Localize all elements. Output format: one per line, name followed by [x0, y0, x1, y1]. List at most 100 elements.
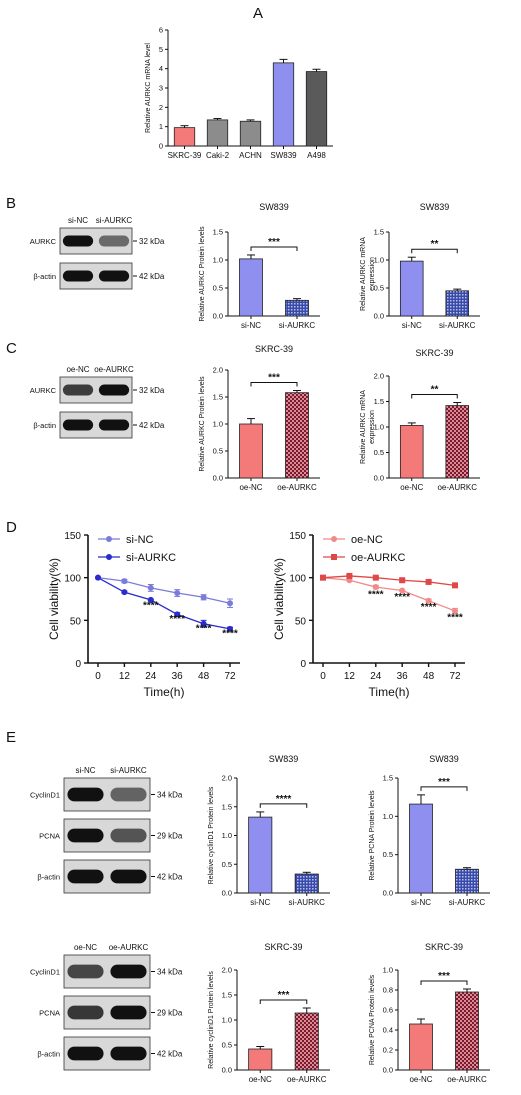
- y-tick-label: 0.5: [374, 448, 384, 457]
- y-tick-label: 0.0: [213, 312, 223, 321]
- chart-title: SKRC-39: [415, 348, 453, 358]
- y-axis-label: Relative PCNA Protein levels: [369, 790, 376, 881]
- panel-c-western-blot: oe-NC oe-AURKC AURKC 32 kDa β-actin 42 kDa: [30, 365, 165, 439]
- significance-bracket: [420, 980, 468, 985]
- data-point: [200, 620, 207, 627]
- blot-row-label: AURKC: [30, 237, 57, 246]
- kda-label: 32 kDa: [139, 386, 165, 395]
- y-axis-label: Relative AURKC mRNA level: [145, 43, 152, 133]
- blot-row-label: β-actin: [37, 873, 60, 882]
- y-tick-label: 150: [64, 531, 81, 542]
- significance-stars: ****: [143, 600, 159, 611]
- y-tick-label: 1.0: [383, 966, 393, 975]
- y-tick-label: 2: [159, 103, 163, 112]
- x-category-label: si-AURKC: [449, 898, 486, 907]
- panel-b-western-blot: si-NC si-AURKC AURKC 32 kDa β-actin 42 kDa: [30, 216, 165, 290]
- chart-title: SW839: [420, 202, 450, 212]
- kda-label: 29 kDa: [157, 1009, 183, 1018]
- x-category-label: oe-AURKC: [287, 1075, 327, 1084]
- significance-stars: ****: [222, 629, 238, 640]
- protein-band: [62, 235, 94, 247]
- y-tick-label: 0.0: [383, 1066, 393, 1075]
- y-tick-label: 1.5: [383, 774, 393, 783]
- y-tick-label: 0.4: [383, 1026, 393, 1035]
- kda-label: 34 kDa: [157, 791, 183, 800]
- kda-label: 32 kDa: [139, 237, 165, 246]
- bar-oe-aurkc: [455, 991, 479, 1071]
- kda-label: 42 kDa: [157, 1050, 183, 1059]
- panel-a-letter: A: [253, 5, 263, 22]
- y-tick-label: 0.5: [222, 1041, 232, 1050]
- x-category-label: SKRC-39: [168, 151, 202, 160]
- blot-row-label: CyclinD1: [30, 791, 60, 800]
- x-category-label: oe-NC: [400, 483, 423, 492]
- x-category-label: si-NC: [402, 321, 422, 330]
- panel-c-letter: C: [6, 340, 17, 357]
- chart-title: SW839: [429, 754, 459, 764]
- protein-band: [110, 1005, 147, 1020]
- y-tick-label: 0.0: [374, 312, 384, 321]
- data-point: [320, 574, 326, 581]
- significance-bracket: [411, 394, 458, 399]
- significance-stars: ***: [438, 777, 450, 788]
- bar-oe-aurkc: [285, 392, 309, 479]
- significance-stars: ***: [278, 990, 290, 1001]
- panel-a-bar-chart: 0 1 2 3 4 5 6 Relative AURKC mRNA level SKRC-39 C…: [145, 26, 333, 160]
- x-tick-label: 36: [397, 671, 409, 682]
- x-category-label: si-NC: [241, 321, 261, 330]
- y-tick-label: 0.5: [222, 860, 232, 869]
- blot-row-label: AURKC: [30, 386, 57, 395]
- y-tick-label: 0.8: [383, 986, 393, 995]
- protein-band: [67, 828, 104, 843]
- protein-band: [67, 869, 104, 884]
- data-point: [227, 625, 233, 632]
- significance-stars: ****: [276, 794, 292, 805]
- protein-band: [110, 1046, 147, 1061]
- protein-band: [110, 787, 147, 802]
- y-tick-label: 0: [300, 659, 306, 670]
- significance-stars: ****: [368, 589, 384, 600]
- significance-stars: ***: [268, 237, 280, 248]
- lane-label: si-AURKC: [96, 216, 133, 225]
- bar-si-nc: [239, 258, 263, 317]
- lane-label: oe-AURKC: [94, 365, 134, 374]
- y-axis-label: Relative cyclinD1 Protein levels: [208, 971, 215, 1069]
- y-tick-label: 1.0: [222, 1016, 232, 1025]
- y-tick-label: 3: [159, 84, 163, 93]
- y-tick-label: 0.0: [383, 889, 393, 898]
- y-axis-label-line: expression: [369, 410, 376, 444]
- panel-b-letter: B: [6, 195, 16, 212]
- y-tick-label: 1.0: [222, 831, 232, 840]
- x-tick-label: 36: [172, 671, 184, 682]
- x-tick-label: 72: [449, 671, 461, 682]
- y-tick-label: 1: [159, 122, 163, 131]
- y-tick-label: 0.2: [383, 1046, 393, 1055]
- protein-band: [98, 235, 130, 247]
- panel-e-oe-western-blot: oe-NC oe-AURKC CyclinD1 34 kDa PCNA 29 kDa β-a…: [30, 943, 183, 1071]
- series-line: [322, 577, 456, 612]
- x-category-label: oe-NC: [409, 1075, 432, 1084]
- significance-stars: **: [431, 385, 439, 396]
- y-tick-label: 1.0: [213, 420, 223, 429]
- x-axis-label: Time(h): [369, 685, 410, 699]
- legend-marker: [331, 554, 337, 560]
- y-tick-label: 0.0: [213, 474, 223, 483]
- bar-oe-nc: [409, 1023, 433, 1071]
- x-category-label: A498: [307, 151, 326, 160]
- y-tick-label: 1.5: [213, 228, 223, 237]
- blot-row-label: CyclinD1: [30, 968, 60, 977]
- panel-e-skrc39-pcna-chart: SKRC-39 0.0 0.2 0.4 0.6 0.8 1.0 Relative PCNA P…: [369, 942, 490, 1084]
- protein-band: [62, 270, 94, 282]
- series-line: [322, 575, 456, 586]
- data-point: [227, 600, 233, 607]
- panel-e-si-western-blot: si-NC si-AURKC CyclinD1 34 kDa PCNA 29 kDa β-a…: [30, 766, 183, 894]
- significance-stars: ****: [421, 602, 437, 613]
- protein-band: [67, 787, 104, 802]
- protein-band: [62, 384, 94, 396]
- y-tick-label: 100: [64, 574, 81, 585]
- y-axis-label-line: Relative AURKC mRNA: [360, 390, 367, 464]
- x-category-label: oe-AURKC: [447, 1075, 487, 1084]
- bar-oe-nc: [399, 425, 424, 479]
- protein-band: [67, 964, 104, 979]
- bar-sw839: [272, 62, 295, 147]
